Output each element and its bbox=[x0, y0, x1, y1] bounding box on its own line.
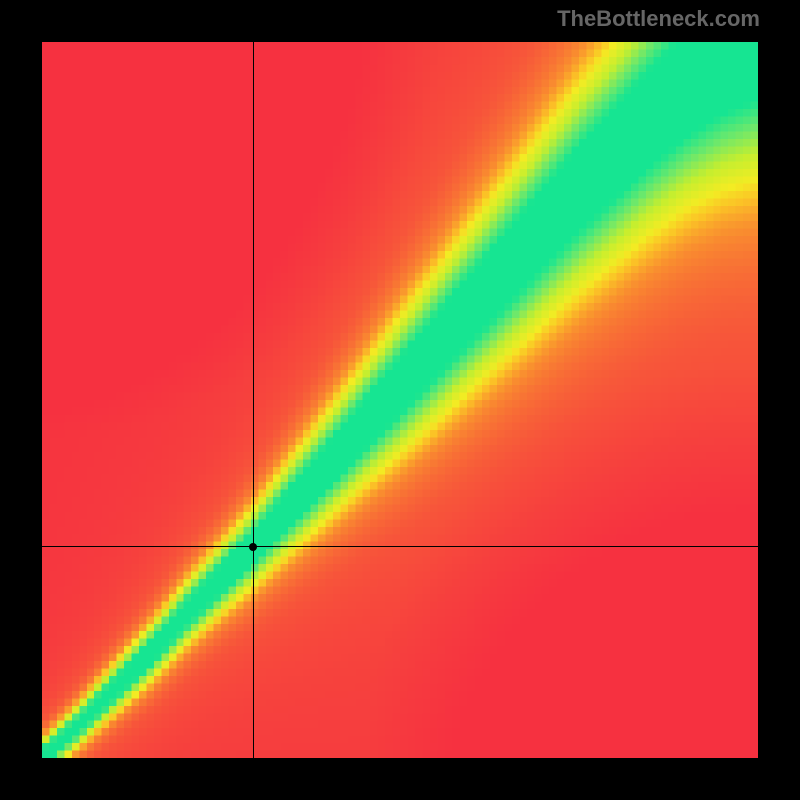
chart-container: TheBottleneck.com bbox=[0, 0, 800, 800]
crosshair-horizontal-line bbox=[42, 546, 758, 547]
bottleneck-heatmap bbox=[42, 42, 758, 758]
crosshair-vertical-line bbox=[253, 42, 254, 758]
watermark-text: TheBottleneck.com bbox=[557, 6, 760, 32]
crosshair-marker bbox=[249, 543, 257, 551]
